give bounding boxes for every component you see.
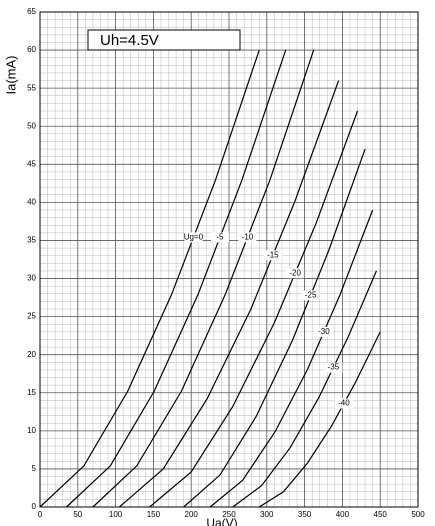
curve-label-bg	[184, 232, 203, 243]
curve-label-bg	[263, 250, 282, 261]
x-tick-label: 100	[109, 510, 123, 519]
curve	[92, 49, 315, 508]
curve	[39, 49, 260, 508]
curve-label: Ug=0	[184, 233, 204, 242]
x-tick-label: 50	[73, 510, 82, 519]
curve-label-bg	[324, 362, 343, 373]
curve	[66, 49, 287, 508]
curve-label-bg	[334, 398, 353, 409]
y-axis-label: Ia(mA)	[3, 56, 18, 95]
y-tick-label: 35	[27, 236, 36, 245]
curve-label: -30	[318, 327, 330, 336]
annotation: Uh=4.5V	[100, 32, 159, 49]
y-tick-label: 0	[32, 502, 37, 511]
x-tick-label: 0	[38, 510, 43, 519]
y-tick-label: 55	[27, 83, 36, 92]
curve-label-bg	[238, 232, 257, 243]
curve	[232, 270, 377, 508]
curve	[149, 110, 359, 508]
x-tick-label: 300	[260, 510, 274, 519]
curve-label: -20	[289, 268, 301, 277]
curve	[209, 209, 374, 508]
y-tick-label: 65	[27, 7, 36, 16]
plot-frame	[39, 11, 419, 508]
curve-label: -15	[267, 250, 279, 259]
curve	[183, 148, 366, 508]
curve-label: -5	[216, 233, 224, 242]
y-tick-label: 30	[27, 274, 36, 283]
x-tick-label: 350	[298, 510, 312, 519]
curve-label: -10	[242, 233, 254, 242]
y-tick-label: 15	[27, 388, 36, 397]
curve	[118, 80, 340, 508]
x-tick-label: 500	[411, 510, 425, 519]
curve-label: -40	[338, 399, 350, 408]
x-tick-label: 250	[222, 510, 236, 519]
curve-label-bg	[314, 326, 333, 337]
y-tick-label: 40	[27, 197, 36, 206]
x-tick-label: 150	[147, 510, 161, 519]
curve-label-bg	[301, 290, 320, 301]
curve-label: -25	[305, 290, 317, 299]
curve-label-bg	[286, 268, 305, 279]
curves: Ug=0 -5 -10 -15 -20 -25 -30 -35 -40	[39, 49, 381, 508]
curve-label: -35	[328, 363, 340, 372]
y-tick-label: 25	[27, 312, 36, 321]
y-tick-label: 45	[27, 159, 36, 168]
y-tick-label: 10	[27, 426, 36, 435]
annotation-box	[87, 29, 241, 51]
curve-label-bg	[210, 232, 229, 243]
x-axis-label: Ua(V)	[206, 516, 237, 526]
y-tick-label: 50	[27, 121, 36, 130]
x-tick-label: 400	[336, 510, 350, 519]
y-tick-label: 60	[27, 45, 36, 54]
x-tick-label: 200	[185, 510, 199, 519]
y-tick-label: 5	[32, 464, 37, 473]
curve	[258, 331, 381, 508]
x-tick-label: 450	[374, 510, 388, 519]
y-tick-label: 20	[27, 350, 36, 359]
